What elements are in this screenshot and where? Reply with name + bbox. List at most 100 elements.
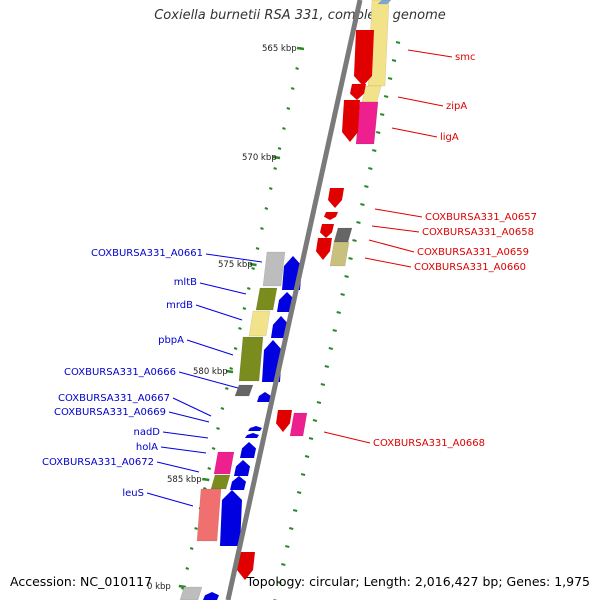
reverse-gene-label[interactable]: holA bbox=[136, 442, 158, 453]
ruler-minor-tick bbox=[340, 293, 345, 296]
ruler-major-tick bbox=[249, 262, 257, 267]
ruler-minor-tick bbox=[312, 419, 318, 422]
reverse-gene-arrow[interactable] bbox=[230, 476, 246, 490]
reverse-gene-arrow[interactable] bbox=[257, 392, 271, 402]
ruler-minor-tick bbox=[211, 447, 216, 450]
reverse-gene-arrow[interactable] bbox=[203, 592, 219, 600]
ruler-minor-tick bbox=[277, 147, 282, 150]
ruler-minor-tick bbox=[277, 581, 282, 584]
ruler-minor-tick bbox=[379, 113, 385, 116]
ruler-minor-tick bbox=[251, 267, 255, 270]
ruler-minor-tick bbox=[387, 77, 393, 80]
reverse-gene-leader bbox=[199, 282, 247, 295]
reverse-gene-label[interactable]: COXBURSA331_A0672 bbox=[42, 457, 154, 468]
reverse-gene-leader bbox=[186, 339, 234, 356]
ruler-minor-tick bbox=[246, 287, 251, 290]
cog-block bbox=[238, 336, 264, 382]
ruler-ticks bbox=[178, 41, 401, 600]
reverse-gene-leader bbox=[178, 371, 239, 389]
forward-gene-arrow[interactable] bbox=[324, 212, 338, 220]
ruler-minor-tick bbox=[224, 387, 229, 390]
ruler-minor-tick bbox=[320, 383, 326, 386]
reverse-gene-label[interactable]: mltB bbox=[174, 277, 197, 288]
forward-gene-label[interactable]: COXBURSA331_A0659 bbox=[417, 247, 529, 258]
forward-gene-arrow[interactable] bbox=[354, 30, 374, 86]
forward-gene-arrow[interactable] bbox=[320, 224, 334, 238]
ruler-minor-tick bbox=[328, 347, 334, 350]
ruler-minor-tick bbox=[290, 87, 295, 90]
genome-summary: Topology: circular; Length: 2,016,427 bp… bbox=[246, 574, 590, 589]
reverse-gene-label[interactable]: nadD bbox=[133, 427, 160, 438]
ruler-minor-tick bbox=[352, 239, 357, 242]
reverse-gene-label[interactable]: pbpA bbox=[158, 335, 184, 346]
reverse-gene-label[interactable]: mrdB bbox=[166, 300, 193, 311]
ruler-minor-tick bbox=[360, 203, 365, 206]
forward-gene-label[interactable]: COXBURSA331_A0657 bbox=[425, 212, 537, 223]
gene-labels: smc zipA ligA COXBURSA331_A0657 COXBURSA331_… bbox=[42, 49, 537, 507]
ruler-major-tick bbox=[225, 369, 234, 374]
ruler-minor-tick bbox=[233, 347, 238, 350]
cog-block bbox=[262, 251, 286, 287]
forward-gene-arrow[interactable] bbox=[316, 238, 332, 260]
reverse-gene-label[interactable]: COXBURSA331_A0669 bbox=[54, 407, 166, 418]
forward-gene-arrow[interactable] bbox=[350, 84, 366, 100]
ruler-minor-tick bbox=[189, 547, 194, 550]
ruler-minor-tick bbox=[238, 327, 242, 330]
reverse-gene-arrow[interactable] bbox=[245, 433, 259, 438]
ruler-major-tick bbox=[178, 584, 186, 589]
reverse-gene-arrow[interactable] bbox=[234, 460, 250, 476]
reverse-gene-arrow[interactable] bbox=[240, 442, 256, 458]
forward-gene-arrow[interactable] bbox=[276, 410, 292, 432]
forward-gene-arrow[interactable] bbox=[328, 188, 344, 208]
ruler-minor-tick bbox=[185, 567, 190, 570]
forward-gene-label[interactable]: COXBURSA331_A0660 bbox=[414, 262, 526, 273]
ruler-minor-tick bbox=[344, 275, 349, 278]
reverse-gene-arrow[interactable] bbox=[220, 490, 242, 546]
forward-gene-arrow[interactable] bbox=[237, 552, 255, 580]
ruler-minor-tick bbox=[364, 185, 369, 188]
cog-block bbox=[377, 0, 392, 5]
forward-gene-arrow[interactable] bbox=[342, 100, 360, 142]
ruler-minor-tick bbox=[348, 257, 353, 260]
reverse-gene-label[interactable]: COXBURSA331_A0661 bbox=[91, 248, 203, 259]
reverse-gene-label[interactable]: COXBURSA331_A0667 bbox=[58, 393, 170, 404]
forward-gene-label[interactable]: zipA bbox=[446, 101, 467, 112]
cog-category-track bbox=[179, 0, 392, 600]
cog-block bbox=[289, 412, 308, 437]
cog-block bbox=[210, 474, 231, 490]
reverse-gene-leader bbox=[146, 492, 194, 507]
forward-gene-leader bbox=[368, 239, 415, 253]
ruler-minor-tick bbox=[304, 455, 310, 458]
forward-gene-leader bbox=[323, 431, 371, 444]
reverse-gene-leader bbox=[162, 431, 209, 439]
ruler-label: 0 kbp bbox=[147, 582, 171, 592]
ruler-label: 580 kbp bbox=[193, 367, 228, 377]
ruler-minor-tick bbox=[295, 67, 299, 70]
ruler-minor-tick bbox=[264, 207, 269, 210]
reverse-gene-arrow[interactable] bbox=[248, 426, 262, 431]
ruler-minor-tick bbox=[273, 167, 277, 170]
reverse-gene-label[interactable]: leuS bbox=[122, 488, 144, 499]
forward-gene-leader bbox=[371, 225, 420, 233]
ruler-minor-tick bbox=[220, 407, 225, 410]
genome-backbone bbox=[225, 0, 363, 600]
forward-gene-leader bbox=[374, 208, 423, 218]
ruler-minor-tick bbox=[395, 41, 401, 44]
ruler-major-tick bbox=[272, 155, 281, 160]
cog-block bbox=[329, 241, 350, 267]
ruler-minor-tick bbox=[229, 367, 234, 370]
cog-block bbox=[248, 310, 271, 337]
forward-gene-label[interactable]: ligA bbox=[440, 132, 459, 143]
ruler-minor-tick bbox=[268, 187, 273, 190]
ruler-minor-tick bbox=[207, 467, 212, 470]
ruler-minor-tick bbox=[296, 491, 302, 494]
forward-gene-label[interactable]: COXBURSA331_A0658 bbox=[422, 227, 534, 238]
cog-block bbox=[196, 488, 222, 542]
reverse-gene-label[interactable]: COXBURSA331_A0666 bbox=[64, 367, 176, 378]
ruler-minor-tick bbox=[286, 107, 291, 110]
forward-gene-leader bbox=[391, 127, 438, 138]
forward-gene-label[interactable]: COXBURSA331_A0668 bbox=[373, 438, 485, 449]
cog-block bbox=[213, 451, 235, 475]
forward-gene-label[interactable]: smc bbox=[455, 52, 475, 63]
